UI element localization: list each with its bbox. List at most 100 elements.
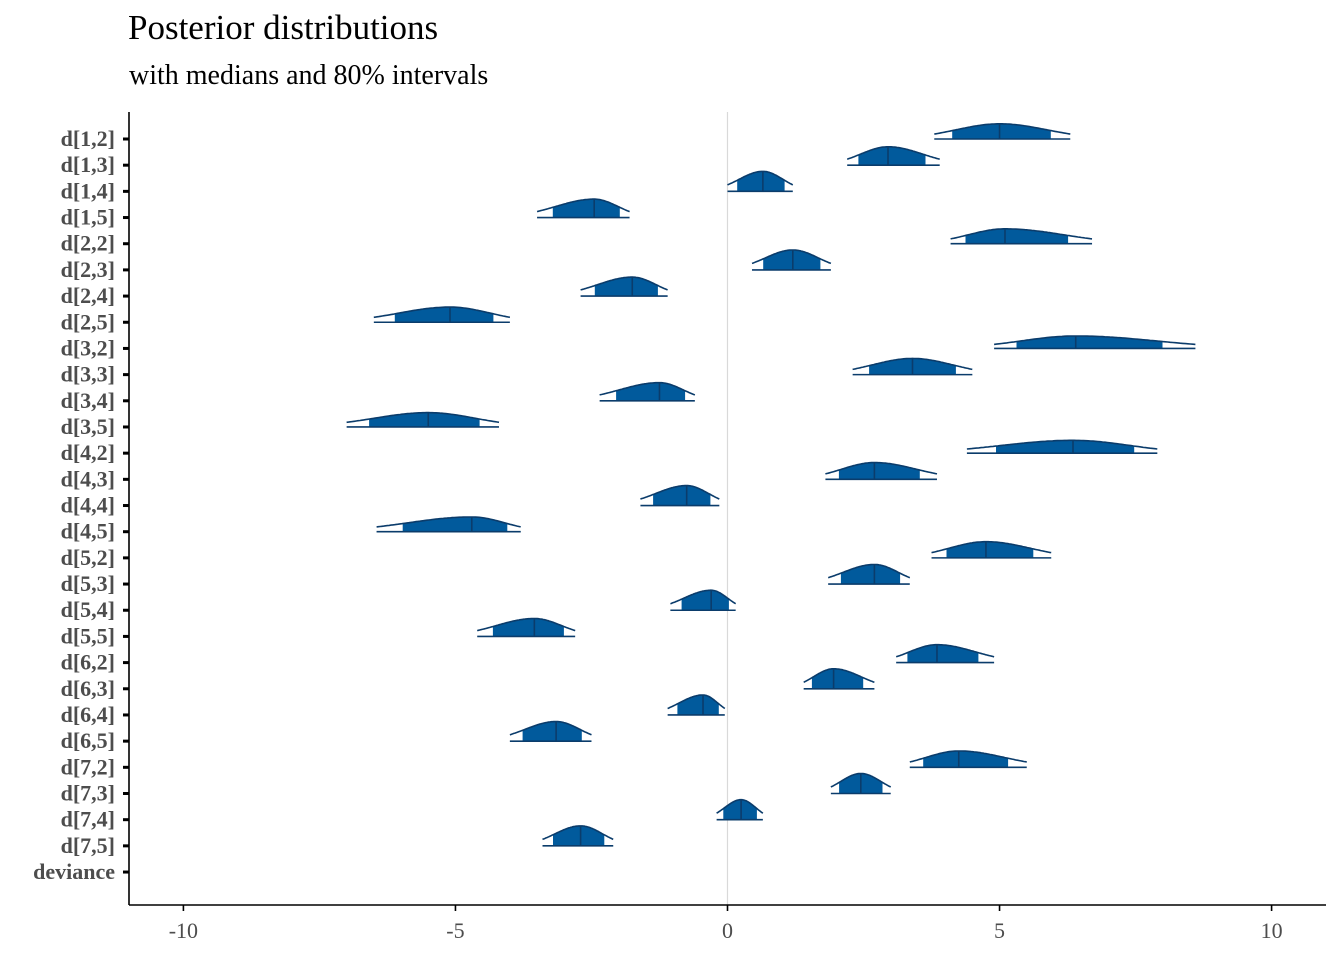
ridge-fill	[677, 695, 719, 715]
ridge-fill	[858, 146, 926, 166]
ridge-fill	[907, 644, 979, 663]
y-tick-label: d[3,2]	[61, 335, 115, 360]
ridge-fill	[838, 462, 920, 480]
ridge-outline	[852, 357, 973, 371]
ridge-d[4,4]	[640, 484, 720, 507]
y-tick-label: d[7,4]	[61, 807, 115, 832]
ridge-d[5,4]	[670, 589, 737, 612]
ridge-d[1,3]	[846, 146, 940, 166]
y-tick-label: d[1,3]	[61, 152, 115, 177]
ridge-outline	[751, 249, 832, 265]
ridge-d[7,5]	[542, 825, 614, 847]
ridge-outline	[346, 411, 500, 424]
ridge-outline	[994, 335, 1196, 346]
ridge-outline	[640, 484, 720, 500]
y-tick-label: d[3,4]	[61, 388, 115, 413]
ridge-outline	[846, 146, 940, 160]
chart-subtitle: with medians and 80% intervals	[129, 60, 489, 91]
y-tick-label: d[1,5]	[61, 205, 115, 230]
y-tick-label: d[1,2]	[61, 126, 115, 151]
ridge-fill	[965, 228, 1069, 244]
ridge-d[1,4]	[727, 170, 794, 193]
ridge-outline	[825, 461, 938, 475]
ridge-outline	[909, 750, 1027, 763]
ridge-fill	[394, 307, 494, 323]
y-tick-label: d[4,3]	[61, 466, 115, 491]
ridge-d[1,5]	[536, 198, 630, 219]
ridge-d[5,3]	[827, 563, 911, 585]
ridge-fill	[369, 412, 480, 427]
y-tick-label: d[4,5]	[61, 519, 115, 544]
y-tick-label: d[3,5]	[61, 414, 115, 439]
ridge-d[3,5]	[346, 411, 500, 428]
ridge-fill	[552, 199, 620, 218]
ridge-outline	[542, 825, 614, 841]
ridge-outline	[477, 617, 576, 632]
y-tick-label: d[3,3]	[61, 362, 115, 387]
y-tick-label: d[6,3]	[61, 676, 115, 701]
y-tick-label: d[7,2]	[61, 754, 115, 779]
ridge-fill	[616, 382, 686, 401]
ridge-outline	[509, 720, 592, 736]
ridge-d[4,2]	[966, 439, 1158, 454]
ridge-d[6,5]	[509, 720, 592, 742]
ridge-d[6,3]	[803, 668, 875, 690]
y-tick-label: d[2,3]	[61, 257, 115, 282]
ridge-outline	[803, 668, 875, 684]
ridge-d[1,2]	[934, 123, 1071, 140]
ridge-outline	[599, 381, 696, 396]
x-tick-label: 0	[722, 918, 733, 943]
y-tick-label: d[1,4]	[61, 178, 115, 203]
ridge-d[7,4]	[716, 798, 764, 821]
y-tick-label: d[5,5]	[61, 623, 115, 648]
ridge-d[2,3]	[751, 249, 832, 271]
ridge-d[2,5]	[373, 306, 511, 324]
y-tick-label: d[2,2]	[61, 231, 115, 256]
ridge-d[4,5]	[376, 516, 521, 533]
y-tick-label: d[6,4]	[61, 702, 115, 727]
y-tick-label: d[2,4]	[61, 283, 115, 308]
y-tick-label: d[2,5]	[61, 309, 115, 334]
y-axis: d[1,2]d[1,3]d[1,4]d[1,5]d[2,2]d[2,3]d[2,…	[33, 112, 130, 905]
y-tick-label: d[6,2]	[61, 650, 115, 675]
ridge-outline	[934, 123, 1071, 135]
ridge-outline	[536, 198, 630, 213]
ridge-d[6,4]	[667, 694, 726, 716]
x-axis: -10 -5 0 5 10	[129, 904, 1326, 943]
ridge-d[3,2]	[994, 335, 1196, 350]
x-tick-label: 5	[994, 918, 1005, 943]
x-tick-label: -5	[446, 918, 464, 943]
x-tick-label: -10	[169, 918, 198, 943]
ridge-fill	[653, 485, 711, 506]
ridge-d[2,2]	[950, 228, 1093, 245]
y-tick-label: deviance	[33, 859, 115, 884]
ridge-fill	[840, 564, 901, 585]
ridge-fill	[763, 250, 821, 270]
ridge-d[7,2]	[909, 750, 1027, 769]
ridge-d[6,2]	[895, 643, 995, 664]
ridge-fill	[492, 618, 564, 637]
y-tick-label: d[7,3]	[61, 781, 115, 806]
ridge-outline	[895, 643, 995, 658]
y-tick-label: d[5,4]	[61, 597, 115, 622]
ridge-fill	[594, 277, 658, 297]
ridge-fill	[737, 171, 785, 192]
ridge-fill	[946, 541, 1034, 558]
ridge-outline	[373, 306, 511, 319]
ridge-fill	[723, 799, 757, 820]
ridge-outline	[950, 228, 1093, 240]
ridge-outline	[716, 798, 764, 814]
y-tick-label: d[7,5]	[61, 833, 115, 858]
ridge-d[3,3]	[852, 357, 973, 376]
x-tick-label: 10	[1261, 918, 1283, 943]
ridge-outline	[670, 589, 737, 605]
ridges-group	[346, 123, 1196, 847]
ridge-outline	[580, 276, 668, 291]
ridge-d[7,3]	[830, 772, 892, 795]
ridge-outline	[727, 170, 794, 186]
ridge-fill	[996, 440, 1135, 454]
ridge-fill	[811, 668, 864, 689]
ridge-outline	[931, 540, 1052, 554]
ridge-d[4,3]	[825, 461, 938, 481]
